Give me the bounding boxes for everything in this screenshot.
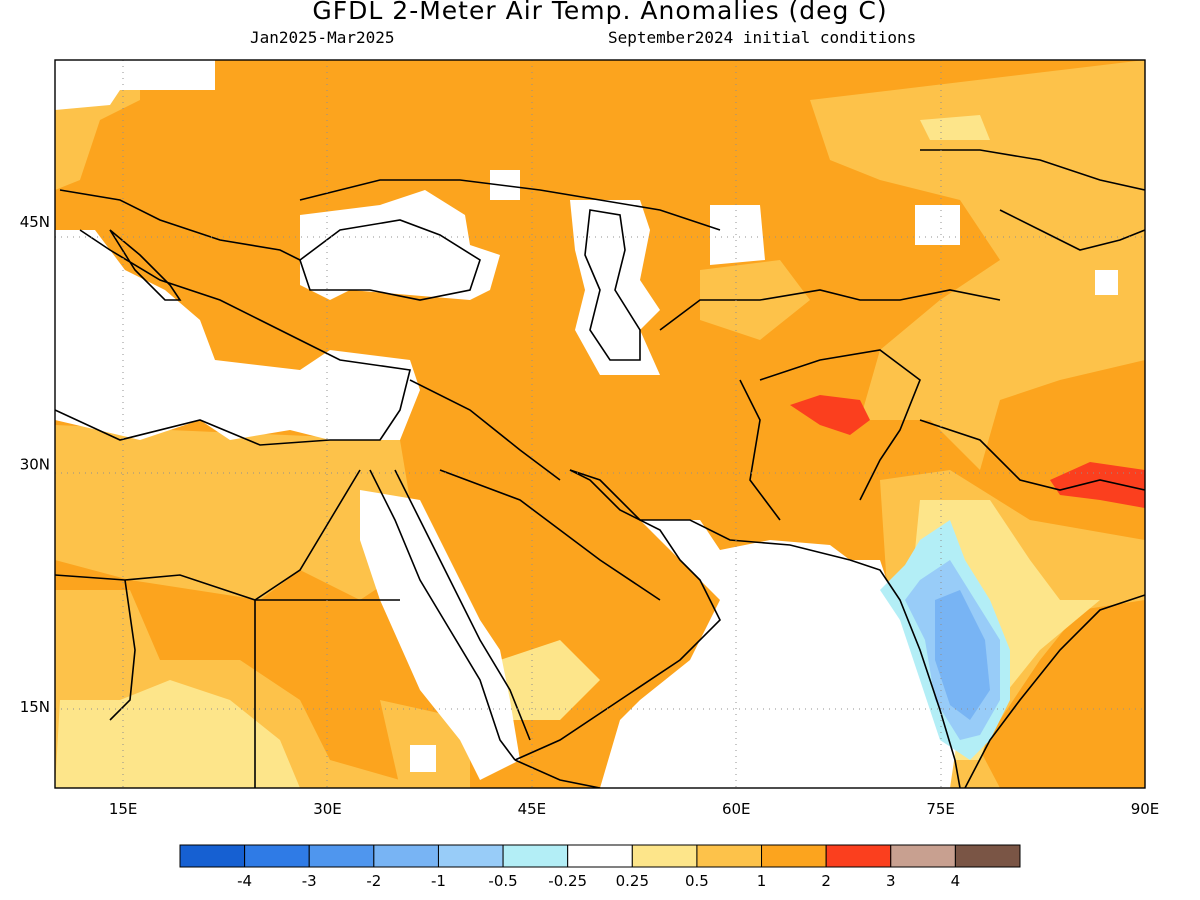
colorbar-swatch (631, 844, 698, 868)
border-iran-east (739, 379, 781, 521)
lon-tick-label: 60E (722, 800, 751, 818)
lon-tick-label: 45E (518, 800, 547, 818)
gridlines (55, 60, 1145, 788)
india-coast (849, 559, 961, 788)
lat-tick-label: 15N (20, 698, 50, 716)
colorbar-label: -3 (302, 872, 317, 890)
anomaly-shade-025-05 (55, 680, 300, 788)
colorbar-label: -2 (366, 872, 381, 890)
colorbar-swatch (890, 844, 956, 868)
lat-tick-labels: 15N 30N 45N (20, 213, 50, 716)
anomaly-near-zero (710, 205, 765, 265)
somalia-coast (514, 759, 601, 788)
anomaly-shade-2-3 (1050, 462, 1145, 508)
anomaly-shade-2-3 (790, 395, 870, 435)
anomaly-shade-05-1 (810, 60, 1145, 470)
border-kazakh-china (999, 209, 1145, 251)
anomaly-near-zero (915, 205, 960, 245)
map-frame (54, 59, 1146, 789)
border-europe (59, 189, 301, 261)
anomaly-near-zero (300, 190, 500, 300)
anomaly-shade-025-05 (500, 640, 600, 720)
anomaly-shade-05-1 (55, 425, 420, 600)
black-sea-coast (299, 219, 481, 301)
colorbar-swatch (696, 844, 763, 868)
forecast-period: Jan2025-Mar2025 (250, 28, 395, 47)
mediterranean-coast (55, 229, 411, 446)
caspian-sea-coast (584, 209, 641, 361)
border-iraq (409, 379, 561, 481)
colorbar-swatch (437, 844, 504, 868)
lon-tick-label: 90E (1131, 800, 1160, 818)
lat-tick-label: 45N (20, 213, 50, 231)
colorbar-label: 3 (886, 872, 896, 890)
colorbar-label: 0.25 (616, 872, 649, 890)
colorbar-label: -0.25 (548, 872, 587, 890)
colorbar-label: -0.5 (488, 872, 517, 890)
anomaly-near-zero (55, 230, 420, 440)
border-north-africa (55, 574, 256, 788)
colorbar-swatch (567, 844, 633, 868)
border-russia (299, 179, 721, 231)
colorbar-swatch (179, 844, 246, 868)
lon-tick-label: 75E (926, 800, 955, 818)
colorbar-label: 4 (951, 872, 961, 890)
anomaly-near-zero (600, 520, 960, 788)
india-east-coast (964, 594, 1145, 788)
border-afghanistan (759, 349, 921, 501)
colorbar-label: -4 (237, 872, 252, 890)
colorbar-label: 0.5 (685, 872, 709, 890)
anomaly-shade-025-05 (920, 115, 990, 140)
anomaly-shade-neg-1-2 (935, 590, 990, 720)
colorbar-label: 1 (757, 872, 767, 890)
colorbar-swatch (244, 844, 310, 868)
colorbar-swatch (954, 844, 1021, 868)
lon-tick-labels: 15E 30E 45E 60E 75E 90E (109, 800, 1159, 818)
red-sea-coast-east (394, 469, 531, 741)
map-title: GFDL 2-Meter Air Temp. Anomalies (deg C) (312, 0, 888, 25)
border-himalaya (919, 419, 1145, 491)
colorbar-swatch (373, 844, 439, 868)
colorbar-label: 2 (821, 872, 831, 890)
colorbar: -4 -3 -2 -1 -0.5 -0.25 0.25 0.5 1 2 3 4 (179, 844, 1021, 890)
lon-tick-label: 15E (109, 800, 138, 818)
border-mongolia (920, 149, 1145, 191)
anomaly-near-zero (1095, 270, 1118, 295)
africa-coast (254, 469, 361, 601)
arabia-coast (514, 469, 721, 761)
coastlines (55, 149, 1145, 788)
colorbar-swatch (308, 844, 375, 868)
colorbar-label: -1 (431, 872, 446, 890)
border-sudan (109, 579, 136, 721)
colorbar-swatch (502, 844, 569, 868)
colorbar-swatch (825, 844, 892, 868)
lon-tick-label: 30E (313, 800, 342, 818)
persian-gulf-coast (569, 469, 851, 561)
colorbar-swatch (761, 844, 827, 868)
anomaly-near-zero (410, 745, 436, 772)
shaded-field (55, 60, 1145, 788)
red-sea-coast (369, 469, 516, 761)
italy-coast (109, 229, 182, 301)
border-saudi (439, 469, 661, 601)
lat-tick-label: 30N (20, 455, 50, 473)
border-central-asia (659, 289, 1001, 331)
anomaly-near-zero (360, 490, 520, 780)
anomaly-near-zero (55, 60, 215, 110)
initial-conditions: September2024 initial conditions (608, 28, 917, 47)
